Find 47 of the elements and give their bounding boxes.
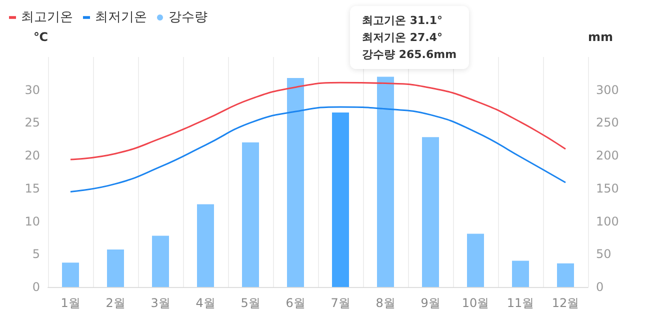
y-tick-label: 25 — [24, 116, 40, 130]
y-tick-label: 15 — [24, 181, 40, 196]
bar — [242, 142, 259, 287]
x-tick-label: 12월 — [552, 296, 580, 310]
x-tick-label: 6월 — [286, 296, 306, 310]
x-tick-label: 8월 — [376, 296, 396, 310]
bar — [512, 260, 529, 287]
bar — [467, 234, 484, 287]
y-tick-label: 10 — [24, 214, 40, 228]
bar — [62, 262, 79, 287]
y2-tick-label: 150 — [596, 181, 619, 196]
y-axis-title: ℃ — [33, 30, 48, 44]
y2-tick-label: 50 — [596, 247, 612, 262]
y2-tick-label: 200 — [596, 148, 619, 163]
bar — [422, 137, 439, 287]
y2-tick-label: 250 — [596, 116, 619, 130]
legend-label: 최고기온 — [21, 10, 73, 25]
bar — [557, 263, 574, 287]
x-tick-label: 1월 — [60, 296, 80, 310]
line-series — [70, 82, 566, 160]
tooltip-card: 최고기온 31.1° 최저기온 27.4° 강수량 265.6mm — [350, 6, 469, 69]
y2-tick-label: 100 — [596, 214, 619, 228]
line-series — [70, 106, 566, 192]
x-tick-label: 5월 — [240, 296, 260, 310]
bar — [197, 204, 214, 287]
y-tick-label: 5 — [32, 247, 40, 262]
x-tick-label: 4월 — [196, 296, 216, 310]
legend-label: 강수량 — [168, 10, 208, 25]
bar — [377, 76, 394, 287]
x-tick-label: 7월 — [330, 296, 350, 310]
y2-tick-label: 0 — [596, 280, 604, 294]
x-tick-label: 2월 — [106, 296, 126, 310]
y2-axis-title: mm — [588, 30, 614, 44]
x-tick-label: 3월 — [150, 296, 170, 310]
x-tick-label: 11월 — [506, 296, 534, 310]
x-tick-label: 9월 — [420, 296, 440, 310]
bar — [287, 78, 304, 287]
bar — [332, 112, 349, 287]
y-tick-label: 30 — [24, 82, 40, 97]
y-tick-label: 20 — [24, 148, 40, 163]
bar — [152, 236, 169, 287]
bar — [107, 250, 124, 287]
x-tick-label: 10월 — [462, 296, 490, 310]
annotation: 강수량 265.6mm — [362, 47, 457, 63]
y-tick-label: 0 — [32, 280, 40, 294]
legend-label: 최저기온 — [95, 10, 147, 25]
y2-tick-label: 300 — [596, 82, 619, 97]
